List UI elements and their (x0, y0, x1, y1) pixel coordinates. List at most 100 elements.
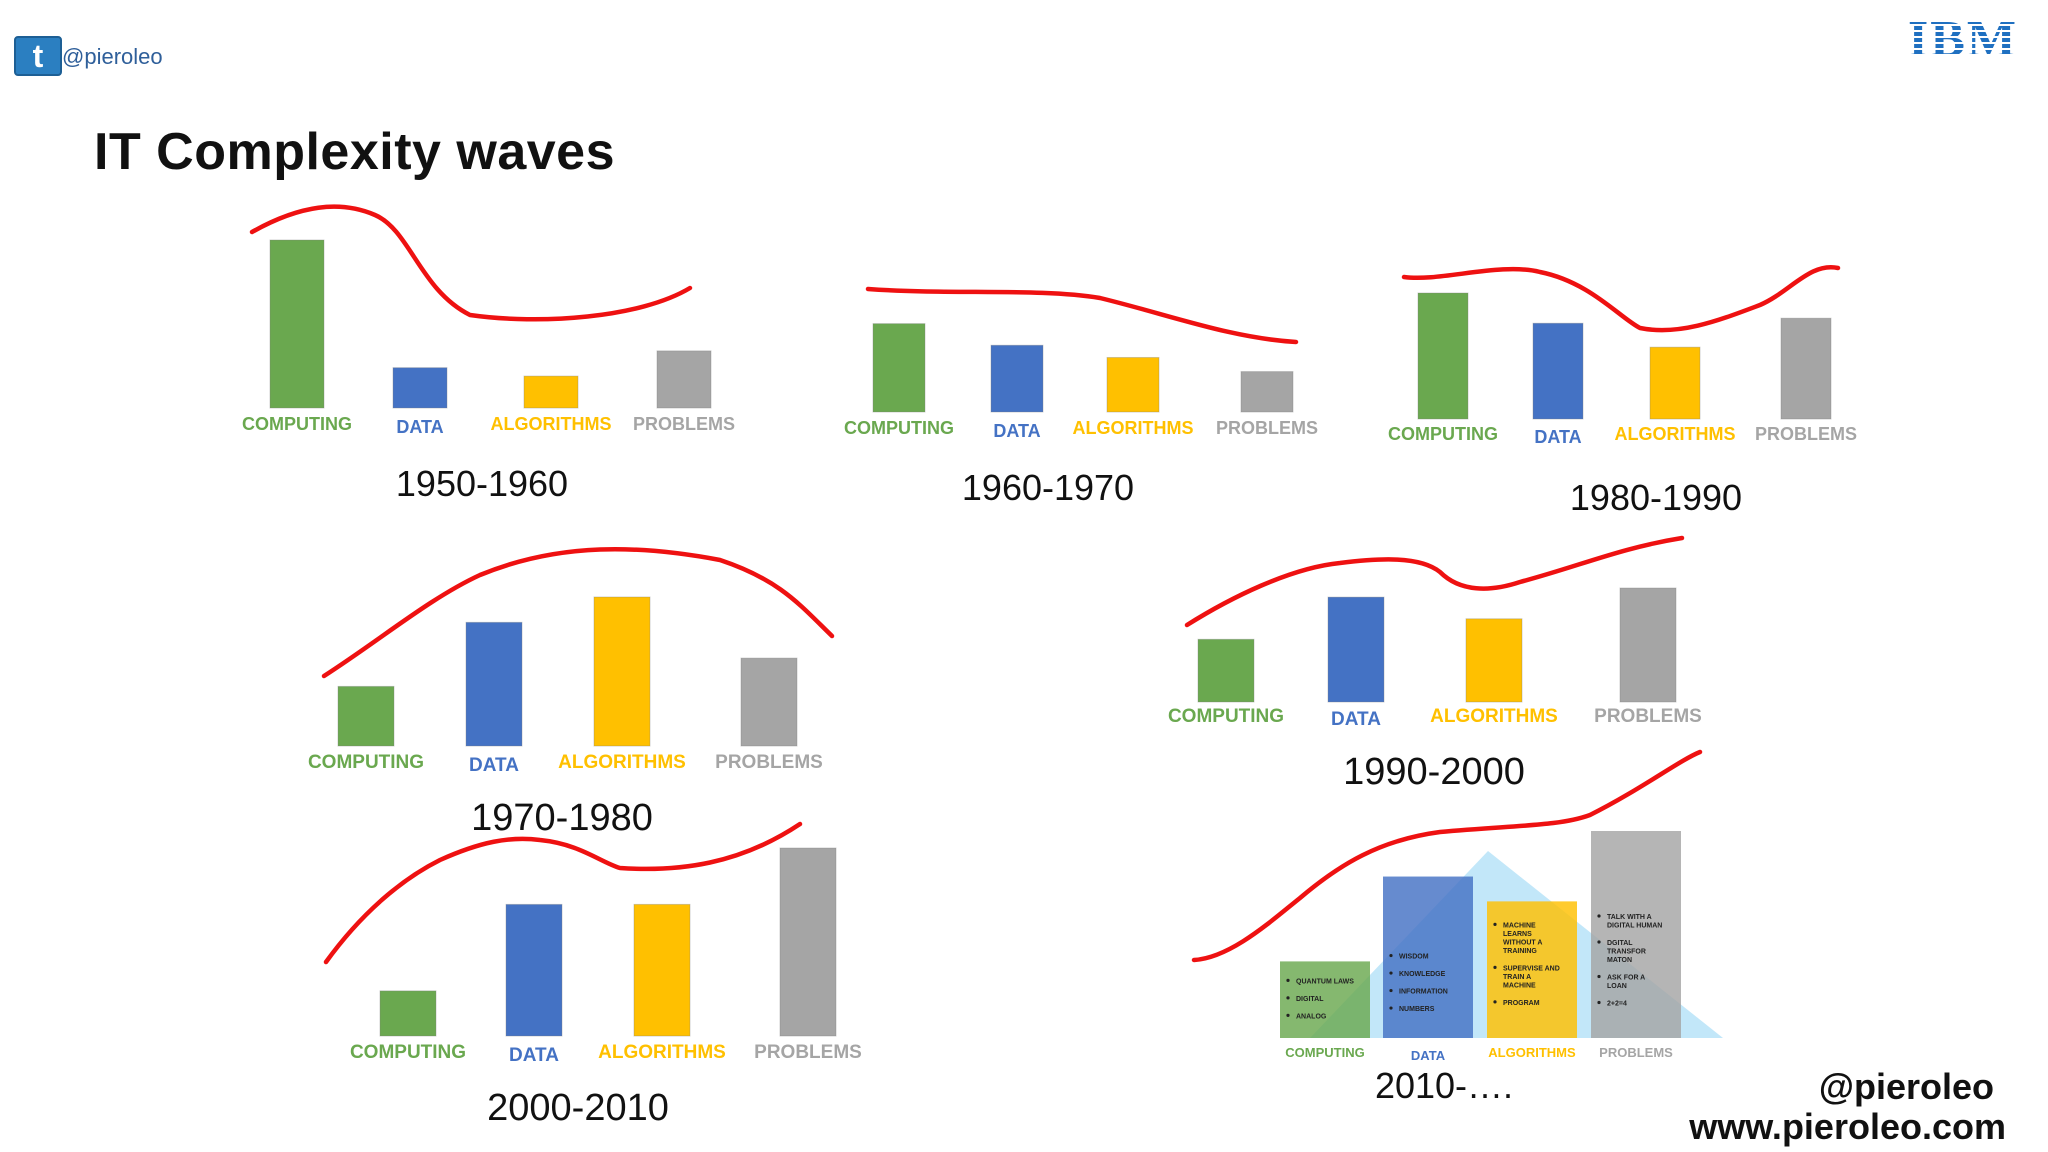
chart-panel-7: QUANTUM LAWS DIGITAL ANALOG COMPUTING WISDOM… (1191, 749, 1723, 1106)
category-label-data: DATA (469, 755, 519, 776)
chart-panel-3: COMPUTING DATA ALGORITHMS PROBLEMS 1980-1990 (1388, 264, 1857, 518)
complexity-wave-line (249, 204, 693, 322)
bar-note: 2+2=4 (1607, 1001, 1627, 1008)
bullet-icon (1597, 974, 1601, 979)
bar-note: NUMBERS (1399, 1006, 1435, 1013)
twitter-icon: t (14, 36, 62, 76)
period-label: 1970-1980 (471, 797, 653, 839)
bullet-icon (1286, 1013, 1290, 1018)
bullet-icon (1389, 971, 1393, 975)
category-label-algorithms: ALGORITHMS (558, 752, 686, 773)
complexity-wave-line (323, 821, 803, 965)
category-label-problems: PROBLEMS (715, 752, 823, 773)
bar-computing-4 (337, 685, 395, 747)
category-label-problems: PROBLEMS (1594, 706, 1702, 727)
category-label-problems: PROBLEMS (1216, 418, 1318, 438)
category-label-algorithms: ALGORITHMS (1615, 424, 1736, 444)
bar-notes-computing: QUANTUM LAWS DIGITAL ANALOG (1286, 978, 1354, 1020)
category-label-computing: COMPUTING (1388, 424, 1498, 444)
period-label: 1960-1970 (962, 467, 1134, 508)
bar-data-7 (1383, 876, 1473, 1038)
chart-panel-1: COMPUTING DATA ALGORITHMS PROBLEMS 1950-1960 (242, 204, 735, 504)
bar-algorithms-4 (593, 596, 651, 747)
bar-note: KNOWLEDGE (1399, 971, 1446, 978)
complexity-wave-line (1191, 749, 1703, 963)
bar-algorithms-1 (523, 375, 579, 409)
chart-panel-2: COMPUTING DATA ALGORITHMS PROBLEMS 1960-1970 (844, 286, 1318, 508)
bullet-icon (1389, 1006, 1393, 1010)
bar-algorithms-6 (633, 903, 691, 1037)
period-label: 1980-1990 (1570, 477, 1742, 518)
category-label-algorithms: ALGORITHMS (1430, 706, 1558, 727)
category-label-data: DATA (1534, 427, 1581, 447)
bullet-icon (1493, 1000, 1497, 1004)
bar-note: ASK FOR A LOAN (1607, 975, 1645, 991)
category-label-data: DATA (396, 417, 443, 437)
bar-notes-data: WISDOM KNOWLEDGE INFORMATION NUMBERS (1389, 953, 1448, 1013)
bullet-icon (1597, 914, 1601, 918)
category-label-algorithms: ALGORITHMS (598, 1042, 726, 1063)
complexity-wave-line (1184, 535, 1685, 628)
bar-note: DGITAL TRANSFOR MATON (1607, 940, 1646, 964)
bar-computing-1 (269, 239, 325, 409)
footer-website: www.pieroleo.com (1689, 1106, 2006, 1147)
bar-computing-3 (1417, 292, 1469, 420)
period-label: 2000-2010 (487, 1087, 669, 1129)
complexity-wave-line (1401, 264, 1841, 333)
bullet-icon (1389, 988, 1393, 993)
period-label: 1990-2000 (1343, 751, 1525, 793)
chart-panel-5: COMPUTING DATA ALGORITHMS PROBLEMS 1990-2000 (1168, 535, 1702, 793)
category-label-data: DATA (1331, 709, 1381, 730)
bar-note: SUPERVISE AND TRAIN A MACHINE (1503, 965, 1560, 989)
period-label: 2010-…. (1375, 1065, 1513, 1106)
bar-computing-5 (1197, 638, 1255, 703)
category-label-algorithms: ALGORITHMS (491, 414, 612, 434)
category-label-problems: PROBLEMS (633, 414, 735, 434)
category-label-computing: COMPUTING (1285, 1045, 1364, 1060)
page-title: IT Complexity waves (94, 123, 616, 181)
category-label-problems: PROBLEMS (1599, 1045, 1673, 1060)
ibm-logo: IBM (1896, 11, 2030, 68)
complexity-wave-line (321, 546, 835, 679)
bar-problems-1 (656, 350, 712, 409)
bar-note: DIGITAL (1296, 996, 1324, 1003)
bar-problems-7 (1591, 831, 1681, 1038)
bullet-icon (1493, 922, 1497, 926)
bar-computing-7 (1280, 961, 1370, 1038)
bar-note: PROGRAM (1503, 1000, 1540, 1007)
category-label-computing: COMPUTING (844, 418, 954, 438)
bar-note: TALK WITH A DIGITAL HUMAN (1607, 914, 1662, 930)
category-label-algorithms: ALGORITHMS (1073, 418, 1194, 438)
category-label-computing: COMPUTING (350, 1042, 466, 1063)
bar-data-1 (392, 367, 448, 409)
bar-problems-6 (779, 847, 837, 1037)
period-label: 1950-1960 (396, 463, 568, 504)
complexity-wave-line (865, 286, 1299, 345)
bullet-icon (1389, 953, 1393, 958)
chart-panel-4: COMPUTING DATA ALGORITHMS PROBLEMS 1970-1980 (308, 546, 835, 839)
bar-data-4 (465, 621, 523, 747)
bar-algorithms-5 (1465, 618, 1523, 703)
bullet-icon (1597, 1000, 1601, 1005)
bar-algorithms-2 (1106, 356, 1160, 413)
chart-panel-6: COMPUTING DATA ALGORITHMS PROBLEMS 2000-2010 (323, 821, 862, 1129)
bar-note: INFORMATION (1399, 989, 1448, 996)
category-label-data: DATA (509, 1045, 559, 1066)
bar-note: QUANTUM LAWS (1296, 978, 1354, 985)
category-label-data: DATA (993, 421, 1040, 441)
twitter-handle: @pieroleo (62, 44, 163, 69)
bar-data-2 (990, 344, 1044, 413)
bar-algorithms-3 (1649, 346, 1701, 420)
bar-problems-5 (1619, 587, 1677, 703)
category-label-computing: COMPUTING (1168, 706, 1284, 727)
bar-problems-2 (1240, 371, 1294, 413)
ibm-logo-text: IBM (1908, 14, 2018, 62)
category-label-algorithms: ALGORITHMS (1488, 1045, 1576, 1060)
bar-notes-algorithms: MACHINE LEARNS WITHOUT A TRAINING SUPERVISE … (1493, 922, 1560, 1007)
bar-data-5 (1327, 596, 1385, 703)
bar-note: WISDOM (1399, 954, 1429, 961)
bar-problems-3 (1780, 317, 1832, 420)
bar-note: ANALOG (1296, 1013, 1327, 1020)
